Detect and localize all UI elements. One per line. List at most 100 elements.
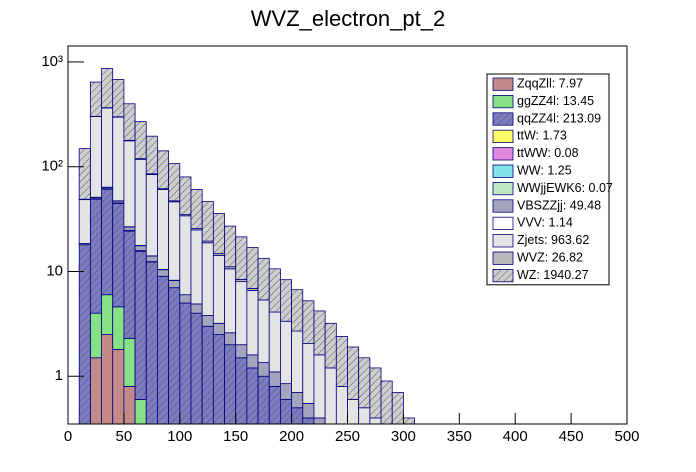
legend-swatch — [492, 199, 514, 213]
histogram-bar — [358, 407, 371, 424]
histogram-bar — [291, 330, 304, 393]
histogram-bar — [257, 375, 270, 424]
histogram-bar — [123, 337, 136, 387]
legend-swatch — [492, 251, 514, 265]
histogram-bar — [246, 354, 259, 369]
legend-label: qqZZ4l: 213.09 — [517, 111, 601, 125]
x-tick-label: 200 — [279, 428, 304, 445]
histogram-bar — [101, 107, 114, 188]
legend-swatch — [492, 181, 514, 196]
x-tick-label: 250 — [335, 428, 360, 445]
histogram-bar — [302, 343, 315, 404]
histogram-bar — [246, 367, 259, 424]
legend-label: VBSZZjj: 49.48 — [517, 198, 601, 212]
histogram-bar — [123, 226, 136, 231]
histogram-bar — [291, 392, 304, 409]
histogram-bar — [280, 399, 293, 424]
legend-swatch — [492, 147, 514, 161]
legend-label: WVZ: 26.82 — [517, 250, 583, 264]
histogram-bar — [145, 174, 158, 257]
legend-swatch — [492, 164, 514, 178]
histogram-bar — [145, 135, 158, 175]
histogram-bar — [257, 257, 270, 301]
y-tick-label: 10 — [46, 262, 63, 279]
histogram-bar — [224, 268, 237, 334]
y-tick-label: 10² — [41, 158, 63, 175]
legend-label: ZqqZll: 7.97 — [517, 76, 583, 90]
histogram-bar — [145, 255, 158, 263]
legend-label: VVV: 1.14 — [517, 216, 573, 230]
legend-swatch — [492, 112, 514, 126]
histogram-bar — [313, 354, 326, 419]
histogram-bar — [168, 163, 181, 202]
x-tick-label: 400 — [503, 428, 528, 445]
legend-swatch — [492, 234, 514, 248]
legend-swatch — [492, 268, 514, 283]
histogram-bar — [112, 349, 125, 424]
histogram-bar — [112, 306, 125, 350]
histogram-bar — [347, 399, 360, 424]
histogram-bar — [335, 385, 348, 424]
histogram-bar — [257, 299, 270, 363]
histogram-bar — [168, 201, 181, 281]
histogram-bar — [134, 121, 147, 160]
histogram-bar — [179, 215, 192, 296]
histogram-bar — [134, 250, 147, 400]
histogram-bar — [212, 213, 225, 255]
histogram-bar — [224, 332, 237, 346]
histogram-bar — [179, 302, 192, 424]
histogram-bar — [201, 325, 214, 424]
plot-area — [78, 68, 415, 424]
histogram-bar — [358, 357, 371, 409]
histogram-bar — [280, 383, 293, 400]
histogram-bar — [101, 68, 114, 109]
histogram-bar — [101, 334, 114, 424]
histogram-bar — [302, 417, 315, 424]
histogram-bar — [201, 201, 214, 242]
histogram-bar — [123, 140, 136, 228]
histogram-bar — [123, 385, 136, 424]
legend-swatch — [492, 129, 514, 143]
histogram-bar — [157, 275, 170, 424]
legend-label: ttW: 1.73 — [517, 129, 567, 143]
histogram-bar — [190, 312, 203, 424]
histogram-bar — [201, 242, 214, 316]
histogram-bar — [112, 203, 125, 308]
x-tick-label: 450 — [559, 428, 584, 445]
x-tick-label: 50 — [116, 428, 133, 445]
histogram-bar — [280, 279, 293, 322]
histogram-bar — [302, 403, 315, 419]
histogram-bar — [235, 357, 248, 424]
x-tick-label: 350 — [447, 428, 472, 445]
legend-label: Zjets: 963.62 — [517, 233, 589, 247]
histogram-bar — [89, 312, 102, 359]
x-tick-label: 100 — [167, 428, 192, 445]
histogram-bar — [268, 311, 281, 373]
chart-title: WVZ_electron_pt_2 — [251, 6, 445, 31]
histogram-bar — [179, 294, 192, 304]
histogram-bar — [201, 315, 214, 327]
histogram-bar — [179, 176, 192, 216]
histogram-bar — [89, 357, 102, 424]
histogram-bar — [246, 247, 259, 289]
y-tick-label: 1 — [55, 367, 63, 384]
histogram-bar — [89, 198, 102, 314]
histogram-bar — [101, 188, 114, 296]
histogram-bar — [347, 346, 360, 400]
histogram-bar — [134, 399, 147, 424]
legend-label: WW: 1.25 — [517, 163, 572, 177]
histogram-bar — [268, 268, 281, 313]
y-tick-label: 10³ — [41, 53, 63, 70]
histogram-bar — [78, 199, 91, 244]
histogram-bar — [89, 81, 102, 117]
histogram-bar — [313, 310, 326, 356]
histogram-bar — [246, 289, 259, 356]
legend-box — [486, 73, 610, 286]
histogram-bar — [257, 362, 270, 377]
histogram-bar — [302, 300, 315, 344]
x-tick-label: 150 — [223, 428, 248, 445]
x-tick-label: 500 — [614, 428, 639, 445]
histogram-bar — [224, 225, 237, 268]
histogram-bar — [168, 287, 181, 424]
